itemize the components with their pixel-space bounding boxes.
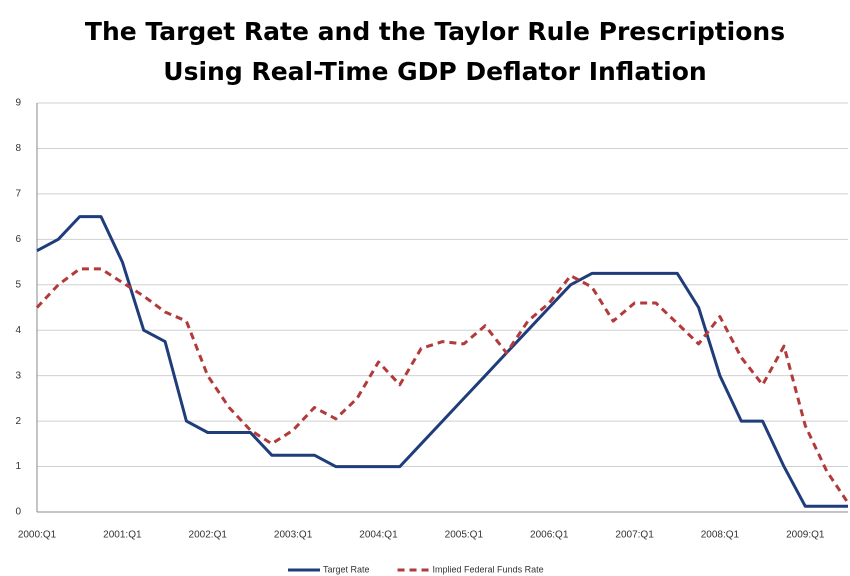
y-tick-label: 3: [15, 370, 21, 381]
y-tick-label: 0: [15, 507, 21, 518]
y-tick-label: 6: [15, 234, 21, 245]
x-tick-label: 2005:Q1: [445, 530, 484, 541]
x-tick-label: 2000:Q1: [18, 530, 57, 541]
y-tick-label: 9: [15, 98, 21, 109]
legend-label: Implied Federal Funds Rate: [433, 564, 544, 574]
y-tick-label: 2: [15, 416, 21, 427]
y-tick-label: 5: [15, 279, 21, 290]
x-tick-label: 2004:Q1: [359, 530, 398, 541]
x-tick-label: 2006:Q1: [530, 530, 569, 541]
data-line: [35, 267, 850, 504]
legend-label: Target Rate: [323, 564, 370, 574]
x-tick-label: 2002:Q1: [189, 530, 228, 541]
x-tick-label: 2008:Q1: [701, 530, 740, 541]
x-tick-label: 2009:Q1: [786, 530, 825, 541]
x-tick-label: 2003:Q1: [274, 530, 313, 541]
y-tick-label: 1: [15, 461, 21, 472]
data-line: [36, 215, 848, 508]
chart-title: The Target Rate and the Taylor Rule Pres…: [85, 17, 785, 46]
y-tick-label: 4: [15, 325, 21, 336]
x-tick-label: 2007:Q1: [615, 530, 654, 541]
y-tick-label: 7: [15, 189, 21, 200]
x-tick-label: 2001:Q1: [103, 530, 142, 541]
chart-subtitle: Using Real-Time GDP Deflator Inflation: [163, 57, 706, 86]
y-tick-label: 8: [15, 143, 21, 154]
